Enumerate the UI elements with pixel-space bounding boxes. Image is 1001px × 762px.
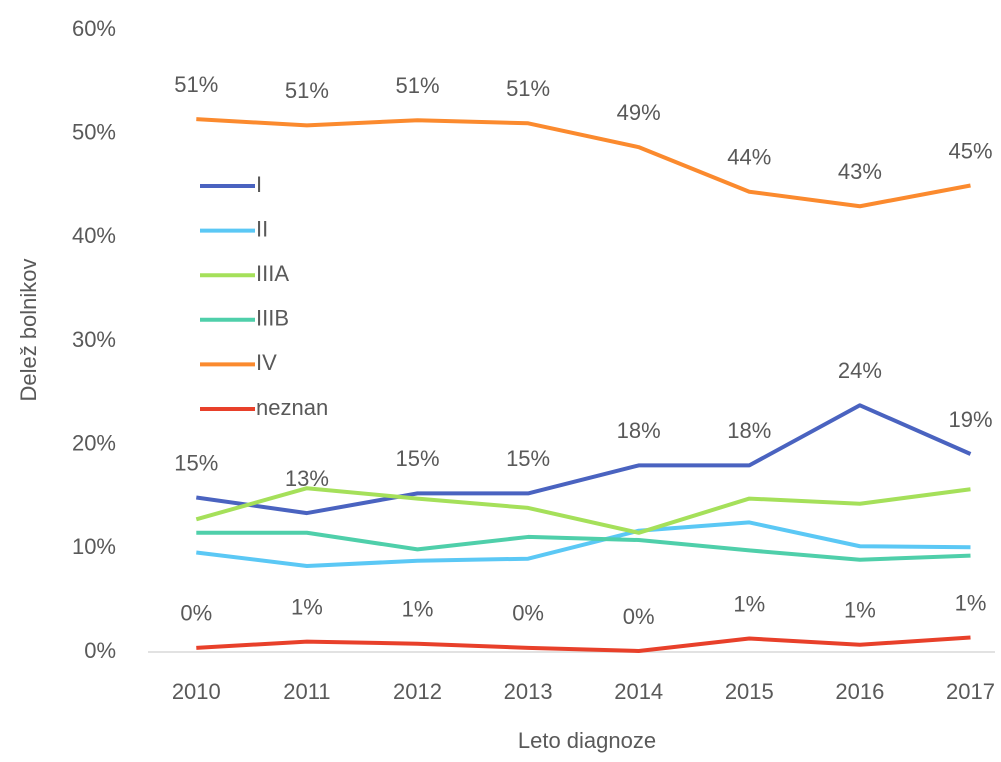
data-label: 0% [623, 604, 655, 629]
x-tick-label: 2012 [393, 679, 442, 704]
x-tick-label: 2017 [946, 679, 995, 704]
data-label: 15% [395, 446, 439, 471]
y-tick-label: 20% [72, 430, 116, 455]
y-axis-label: Delež bolnikov [16, 258, 41, 401]
y-tick-label: 30% [72, 327, 116, 352]
data-label: 19% [948, 407, 992, 432]
y-tick-label: 60% [72, 16, 116, 41]
legend-label: neznan [256, 395, 328, 420]
x-tick-label: 2013 [504, 679, 553, 704]
x-tick-label: 2016 [835, 679, 884, 704]
x-tick-label: 2011 [283, 679, 330, 704]
series-line [196, 117, 971, 209]
series-line [196, 635, 971, 653]
data-label: 51% [174, 72, 218, 97]
data-label: 49% [617, 100, 661, 125]
legend-label: IIIA [256, 261, 289, 286]
x-axis-label: Leto diagnoze [518, 728, 656, 753]
data-label: 24% [838, 358, 882, 383]
data-label: 44% [727, 145, 771, 170]
data-label: 1% [733, 591, 765, 616]
data-label: 1% [291, 594, 323, 619]
y-tick-label: 10% [72, 534, 116, 559]
series-line [195, 486, 971, 535]
data-label: 51% [285, 78, 329, 103]
legend-label: II [256, 216, 268, 241]
y-tick-label: 40% [72, 223, 116, 248]
data-label: 45% [948, 138, 992, 163]
data-label: 1% [402, 597, 434, 622]
data-label: 18% [727, 418, 771, 443]
x-tick-label: 2010 [172, 679, 221, 704]
series-line [196, 530, 971, 562]
data-label: 0% [180, 601, 212, 626]
series-line [196, 520, 971, 568]
data-label: 43% [838, 159, 882, 184]
legend-label: IIIB [256, 306, 289, 331]
data-label: 15% [174, 450, 218, 475]
x-tick-label: 2015 [725, 679, 774, 704]
data-label: 51% [506, 76, 550, 101]
data-label: 51% [395, 73, 439, 98]
y-tick-label: 50% [72, 119, 116, 144]
data-label: 1% [955, 590, 987, 615]
data-label: 0% [512, 601, 544, 626]
y-tick-label: 0% [84, 638, 116, 663]
series-line [196, 403, 972, 516]
data-label: 15% [506, 446, 550, 471]
legend-label: IV [256, 350, 277, 375]
data-label: 18% [617, 418, 661, 443]
data-label: 1% [844, 598, 876, 623]
legend-label: I [256, 172, 262, 197]
x-tick-label: 2014 [614, 679, 663, 704]
